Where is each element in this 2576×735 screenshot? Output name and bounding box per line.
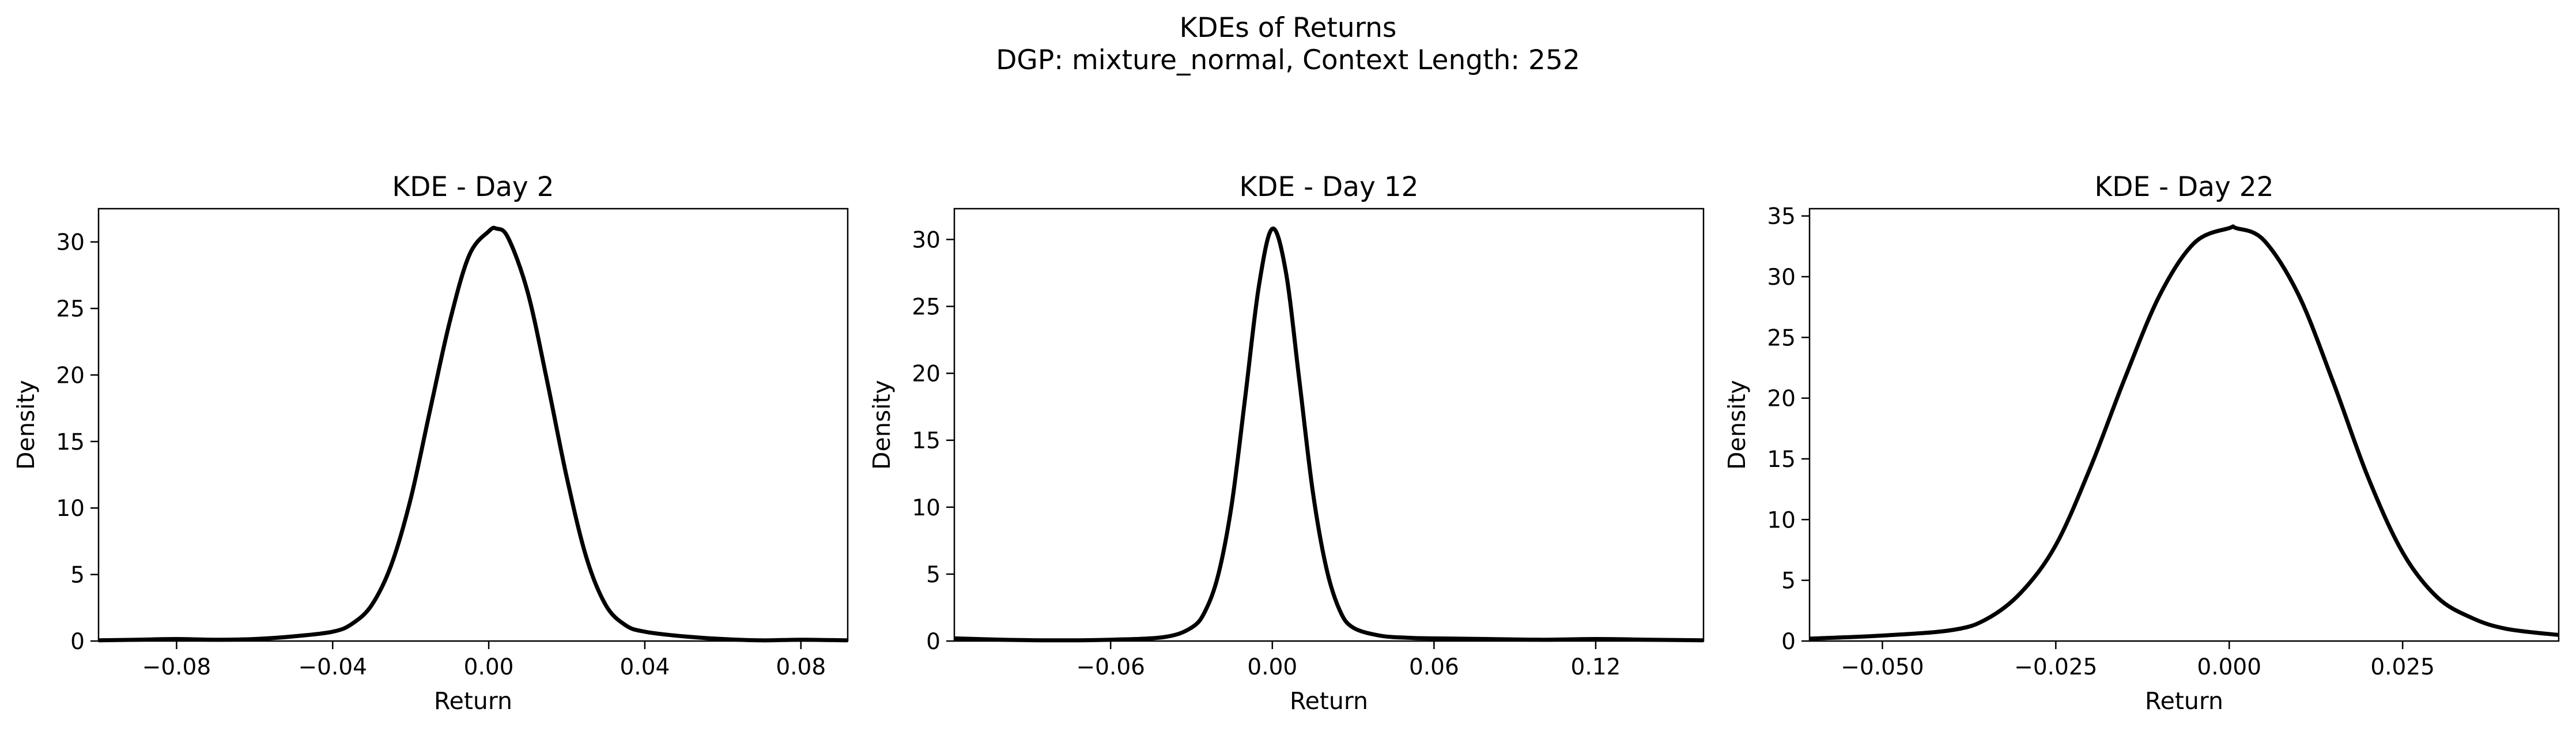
y-tick-label: 30 bbox=[56, 230, 85, 256]
kde-panel: −0.050 −0.025 0.000 0.025 0 5 10 15 20 25 30 35 KDE … bbox=[1723, 171, 2560, 715]
y-tick-label: 10 bbox=[912, 495, 940, 521]
kde-panel: −0.06 0.00 0.06 0.12 0 5 10 15 20 25 30 KDE - Day 1… bbox=[868, 171, 1705, 715]
figure-title: KDEs of Returns bbox=[1179, 12, 1397, 44]
x-tick-label: 0.04 bbox=[620, 654, 670, 680]
x-tick-label: −0.025 bbox=[2014, 654, 2097, 680]
y-tick-label: 15 bbox=[56, 429, 85, 455]
y-tick-label: 20 bbox=[1767, 386, 1796, 412]
y-tick-label: 35 bbox=[1767, 204, 1796, 230]
x-tick-label: 0.00 bbox=[464, 654, 514, 680]
kde-panel: −0.08 −0.04 0.00 0.04 0.08 0 5 10 15 20 25 30 KDE - … bbox=[12, 171, 849, 715]
x-axis-label: Return bbox=[2145, 687, 2223, 715]
x-tick-label: 0.00 bbox=[1247, 654, 1297, 680]
y-tick-label: 0 bbox=[70, 629, 85, 655]
x-tick-label: 0.06 bbox=[1409, 654, 1459, 680]
x-tick-label: −0.04 bbox=[298, 654, 367, 680]
y-tick-label: 15 bbox=[912, 428, 940, 454]
axes-frame bbox=[1808, 208, 2560, 642]
panel-title: KDE - Day 22 bbox=[2094, 171, 2273, 203]
kde-curve bbox=[98, 225, 848, 643]
x-tick-label: 0.025 bbox=[2370, 654, 2435, 680]
panel-title: KDE - Day 2 bbox=[392, 171, 554, 203]
kde-curve bbox=[1809, 224, 2559, 641]
y-tick-label: 20 bbox=[56, 363, 85, 389]
y-axis-label: Density bbox=[12, 380, 40, 470]
panel-title: KDE - Day 12 bbox=[1239, 171, 1418, 203]
x-tick-label: −0.06 bbox=[1076, 654, 1145, 680]
x-tick-label: 0.12 bbox=[1571, 654, 1621, 680]
y-tick-label: 5 bbox=[1781, 568, 1796, 594]
y-tick-label: 25 bbox=[912, 295, 940, 321]
y-tick-label: 20 bbox=[912, 361, 940, 387]
x-tick-label: −0.050 bbox=[1841, 654, 1924, 680]
y-tick-label: 25 bbox=[1767, 325, 1796, 351]
x-axis-label: Return bbox=[434, 687, 512, 715]
y-tick-label: 15 bbox=[1767, 447, 1796, 473]
y-tick-label: 30 bbox=[912, 227, 940, 253]
axes-frame bbox=[953, 208, 1705, 642]
y-tick-label: 10 bbox=[1767, 507, 1796, 533]
y-tick-label: 5 bbox=[926, 562, 940, 588]
x-tick-label: 0.000 bbox=[2197, 654, 2261, 680]
figure-subtitle: DGP: mixture_normal, Context Length: 252 bbox=[996, 44, 1580, 76]
x-tick-label: −0.08 bbox=[142, 654, 211, 680]
y-tick-label: 0 bbox=[926, 629, 940, 655]
x-axis-label: Return bbox=[1290, 687, 1368, 715]
axes-frame bbox=[97, 208, 849, 642]
y-tick-label: 0 bbox=[1781, 629, 1796, 655]
y-tick-label: 25 bbox=[56, 296, 85, 322]
y-axis-label: Density bbox=[1723, 380, 1751, 470]
x-tick-label: 0.08 bbox=[776, 654, 826, 680]
kde-curve bbox=[954, 227, 1704, 643]
y-tick-label: 10 bbox=[56, 496, 85, 522]
y-tick-label: 30 bbox=[1767, 265, 1796, 291]
y-tick-label: 5 bbox=[70, 563, 85, 589]
y-axis-label: Density bbox=[868, 380, 896, 470]
